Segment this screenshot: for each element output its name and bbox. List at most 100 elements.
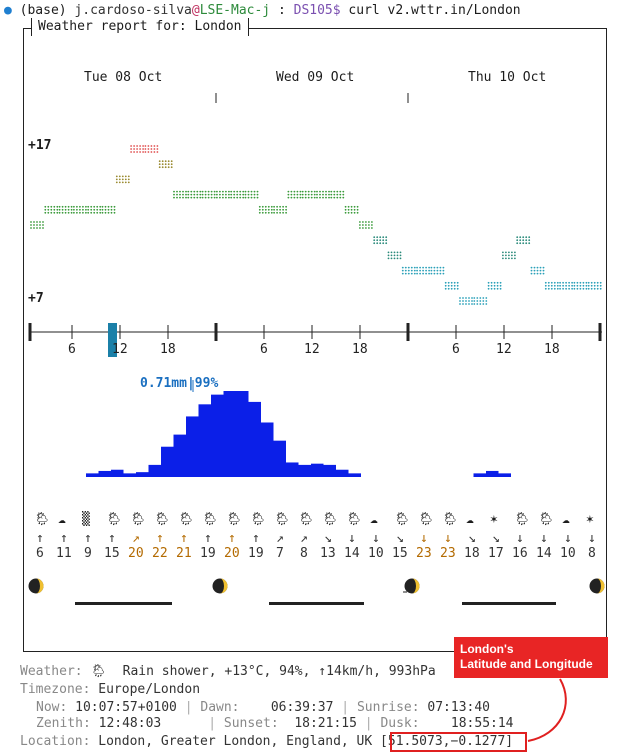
temp-point	[511, 254, 513, 257]
day-divider-tick	[28, 323, 32, 341]
precip-bar	[473, 473, 486, 477]
temp-point	[450, 281, 453, 284]
temp-point	[182, 193, 184, 196]
wind-direction-icon: ↓	[588, 531, 596, 546]
temp-point	[499, 284, 502, 287]
hour-tick-label: 6	[68, 342, 76, 357]
temp-point	[204, 190, 207, 193]
precip-bar	[186, 416, 199, 477]
precip-bar	[161, 446, 174, 477]
temp-point	[313, 196, 316, 199]
wind-speed-value: 6	[36, 546, 44, 561]
temp-point	[256, 190, 259, 193]
terminal-command[interactable]: curl v2.wttr.in/London	[348, 3, 521, 18]
now-value: 10:07:57+0100	[75, 700, 177, 715]
temp-point	[50, 208, 53, 211]
temp-point	[390, 254, 393, 257]
temp-min-label: +7	[28, 291, 44, 306]
wind-direction-icon: ↑	[156, 531, 164, 546]
temp-point	[382, 239, 385, 242]
temp-point	[550, 281, 553, 284]
temp-point	[353, 208, 356, 211]
wind-speed-value: 20	[128, 546, 144, 561]
temp-point	[253, 196, 256, 199]
timezone-label: Timezone:	[20, 682, 91, 697]
temp-point	[344, 211, 347, 214]
wind-direction-icon: ↘	[324, 531, 332, 546]
wind-direction-icon: ↓	[444, 531, 452, 546]
hour-tick-label: 12	[496, 342, 512, 357]
temp-point	[562, 287, 564, 290]
temp-point	[579, 287, 582, 290]
temp-point	[76, 211, 78, 214]
temp-point	[104, 208, 107, 211]
temp-point	[301, 190, 304, 193]
temp-point	[85, 211, 87, 214]
temp-point	[142, 148, 145, 150]
temp-point	[499, 287, 502, 290]
temp-point	[333, 190, 336, 193]
temp-point	[173, 193, 175, 196]
temp-point	[316, 196, 318, 199]
wind-speed-value: 11	[56, 546, 72, 561]
wind-speed-value: 15	[104, 546, 120, 561]
temp-point	[99, 205, 102, 208]
temp-point	[508, 251, 510, 254]
temp-point	[522, 242, 525, 245]
temp-point	[385, 239, 388, 242]
temp-point	[176, 190, 178, 193]
temp-point	[104, 211, 107, 214]
temp-point	[276, 211, 278, 214]
temp-point	[201, 193, 204, 196]
temp-point	[307, 196, 310, 199]
temp-point	[256, 196, 259, 199]
temp-point	[422, 266, 424, 269]
temp-point	[96, 211, 99, 214]
temp-point	[36, 224, 38, 226]
temp-point	[144, 148, 147, 150]
temp-point	[407, 266, 410, 269]
prompt-at: @	[191, 3, 200, 18]
temp-point	[139, 145, 142, 147]
wind-speed-value: 20	[224, 546, 240, 561]
temp-point	[161, 160, 164, 163]
temp-point	[508, 254, 510, 257]
temp-point	[444, 284, 447, 287]
wind-direction-icon: ↓	[348, 531, 356, 546]
temp-point	[242, 190, 245, 193]
temp-point	[299, 193, 302, 196]
temp-point	[87, 205, 90, 208]
temp-point	[216, 193, 218, 196]
temp-point	[130, 151, 133, 153]
temp-point	[70, 205, 73, 208]
prompt-host: LSE-Mac-j	[199, 3, 271, 18]
wind-speed-value: 13	[320, 546, 336, 561]
rain-shower-icon: 🌦	[538, 512, 555, 527]
temp-point	[164, 166, 167, 169]
temp-point	[322, 196, 324, 199]
temp-point	[124, 175, 127, 178]
temp-point	[339, 190, 342, 193]
terminal-prompt: ● (base) j.cardoso-silva@LSE-Mac-j : DS1…	[4, 2, 521, 20]
precip-bar	[236, 391, 249, 477]
temp-point	[508, 257, 510, 260]
wind-direction-icon: ↓	[372, 531, 380, 546]
wind-direction-icon: ↑	[108, 531, 116, 546]
temp-point	[42, 221, 44, 223]
wind-direction-icon: ↑	[180, 531, 188, 546]
temp-point	[76, 208, 78, 211]
temp-point	[161, 163, 164, 166]
temp-point	[301, 193, 304, 196]
temp-point	[127, 178, 130, 181]
temp-point	[87, 208, 90, 211]
temp-point	[156, 151, 159, 153]
temp-point	[244, 190, 247, 193]
temp-point	[190, 190, 193, 193]
temp-point	[196, 196, 199, 199]
temp-point	[276, 205, 278, 208]
temp-point	[579, 281, 582, 284]
temp-point	[502, 257, 504, 260]
cloudy-icon: ☁	[58, 512, 66, 527]
wind-speed-value: 18	[464, 546, 480, 561]
rain-shower-icon: 🌦	[178, 512, 195, 527]
